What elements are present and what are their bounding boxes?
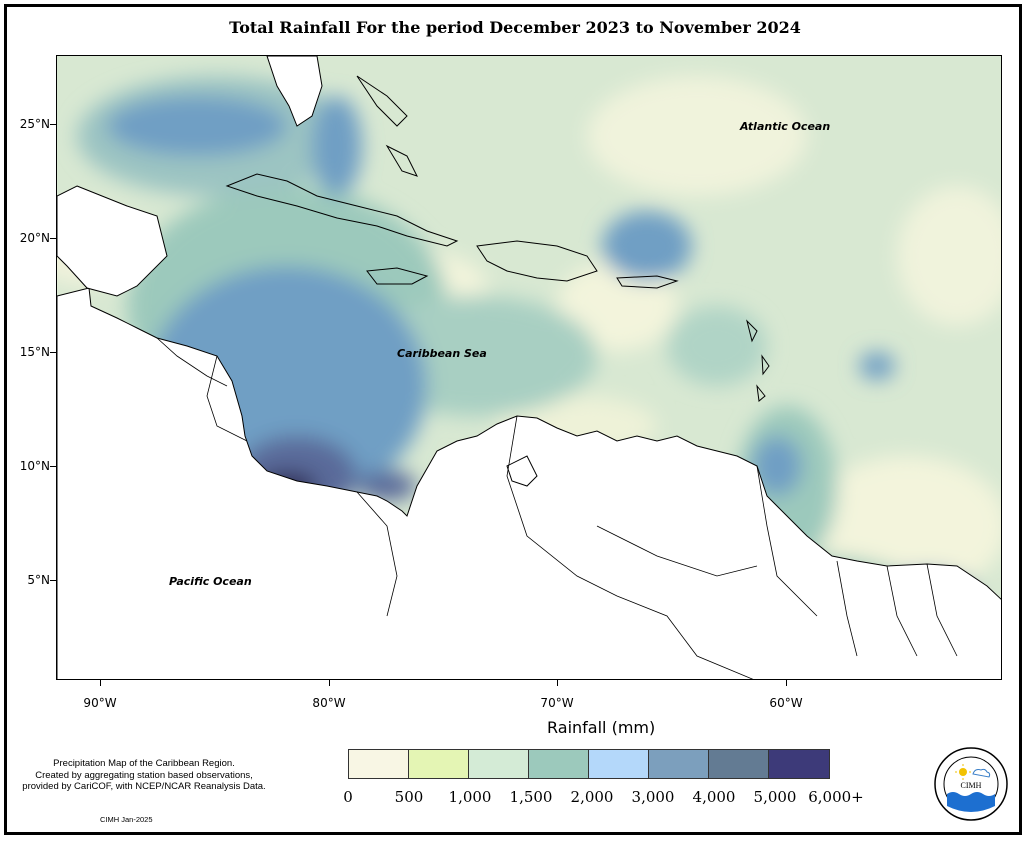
legend-swatch <box>529 750 589 778</box>
lat-label-10n: 10°N <box>19 459 50 473</box>
credit-text: CIMH Jan-2025 <box>100 815 153 824</box>
lon-tick <box>786 680 787 686</box>
legend-swatch <box>769 750 829 778</box>
legend-swatch <box>589 750 649 778</box>
lon-label-60w: 60°W <box>769 696 803 710</box>
cimh-logo: CIMH <box>933 746 1009 822</box>
lon-tick <box>329 680 330 686</box>
legend-title: Rainfall (mm) <box>547 718 656 737</box>
lat-tick <box>50 124 56 125</box>
label-pacific-ocean: Pacific Ocean <box>169 575 252 588</box>
cimh-logo-svg: CIMH <box>934 747 1008 821</box>
yucatan-peninsula <box>57 185 168 297</box>
lon-label-90w: 90°W <box>83 696 117 710</box>
legend-label: 3,000 <box>631 788 675 806</box>
lat-tick <box>50 238 56 239</box>
lat-label-25n: 25°N <box>19 117 50 131</box>
lat-label-15n: 15°N <box>19 345 50 359</box>
legend-label: 0 <box>343 788 353 806</box>
lat-tick <box>50 352 56 353</box>
legend-swatch <box>469 750 529 778</box>
label-caribbean-sea: Caribbean Sea <box>397 347 487 360</box>
label-atlantic-ocean: Atlantic Ocean <box>740 120 831 133</box>
lat-label-20n: 20°N <box>19 231 50 245</box>
lat-tick <box>50 580 56 581</box>
florida-peninsula <box>266 56 323 127</box>
legend-label: 2,000 <box>570 788 614 806</box>
lat-label-5n: 5°N <box>27 573 50 587</box>
footnote: Precipitation Map of the Caribbean Regio… <box>8 758 280 793</box>
lon-tick <box>100 680 101 686</box>
legend-label: 1,000 <box>448 788 492 806</box>
lon-label-70w: 70°W <box>540 696 574 710</box>
lat-tick <box>50 466 56 467</box>
legend-label: 500 <box>394 788 424 806</box>
lon-label-80w: 80°W <box>312 696 346 710</box>
legend-label: 1,500 <box>509 788 553 806</box>
legend-label: 4,000 <box>692 788 736 806</box>
rainfall-map <box>56 55 1002 680</box>
legend-colorbar <box>348 749 830 779</box>
legend-label: 5,000 <box>753 788 797 806</box>
cloud-icon <box>972 768 991 778</box>
sun-icon <box>959 768 967 776</box>
footnote-line: Precipitation Map of the Caribbean Regio… <box>53 758 235 769</box>
legend-label: 6,000+ <box>808 788 864 806</box>
footnote-line: Created by aggregating station based obs… <box>35 769 253 781</box>
caribbean-islands <box>225 75 770 487</box>
legend-swatch <box>349 750 409 778</box>
footnote-line: provided by CariCOF, with NCEP/NCAR Rean… <box>22 781 266 792</box>
country-borders <box>156 337 958 679</box>
rainfall-map-svg <box>57 56 1001 679</box>
logo-text: CIMH <box>961 781 982 790</box>
legend-swatch <box>649 750 709 778</box>
legend-swatch <box>409 750 469 778</box>
wave-icon <box>947 792 995 812</box>
legend-swatch <box>709 750 769 778</box>
lon-tick <box>557 680 558 686</box>
map-title: Total Rainfall For the period December 2… <box>229 18 801 37</box>
